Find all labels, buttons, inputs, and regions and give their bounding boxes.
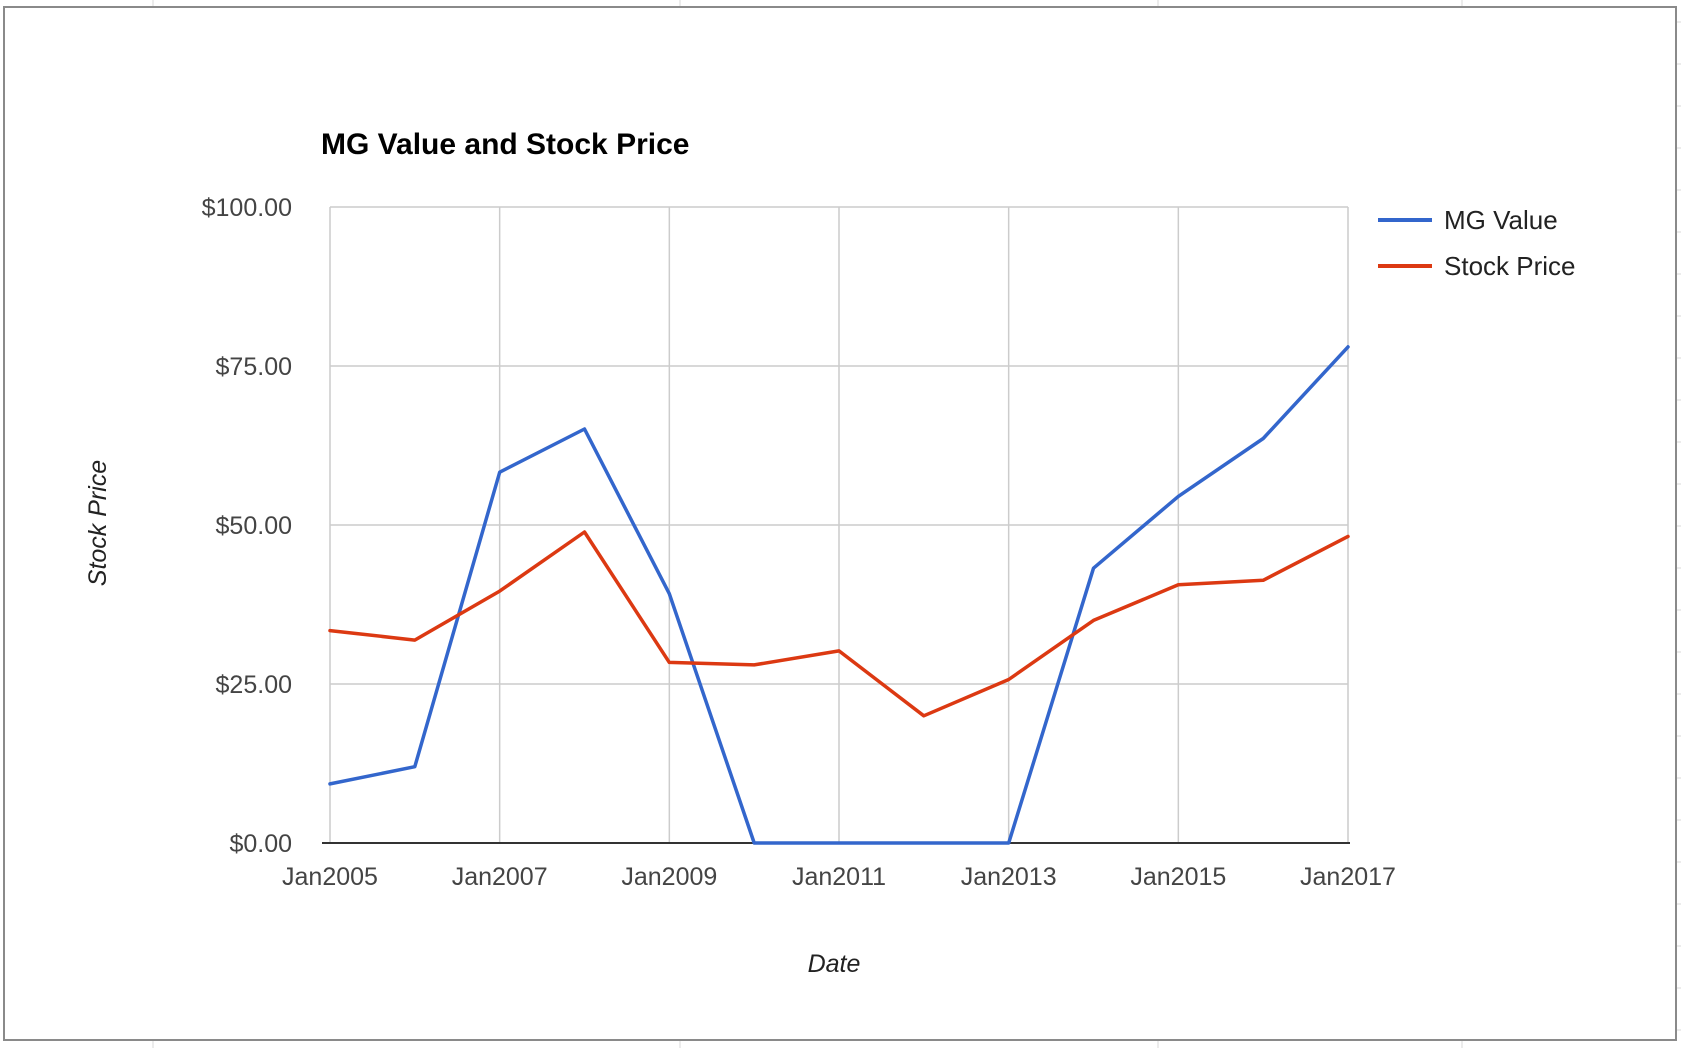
gridlines (329, 206, 1349, 843)
x-axis-title: Date (808, 950, 861, 978)
series-lines (328, 345, 1350, 845)
y-tick-label: $25.00 (216, 671, 292, 699)
x-tick-label: Jan2015 (1130, 863, 1226, 891)
x-tick-label: Jan2017 (1300, 863, 1396, 891)
chart-title: MG Value and Stock Price (321, 128, 689, 161)
y-tick-label: $75.00 (216, 353, 292, 381)
y-axis-title: Stock Price (84, 460, 112, 586)
legend: MG Value Stock Price (1378, 205, 1576, 281)
x-tick-label: Jan2011 (792, 863, 886, 891)
x-tick-label: Jan2007 (452, 863, 548, 891)
legend-label[interactable]: MG Value (1444, 205, 1558, 235)
x-tick-label: Jan2009 (621, 863, 717, 891)
series-line-stock-price[interactable] (328, 530, 1350, 718)
y-tick-label: $100.00 (202, 194, 292, 222)
x-tick-label: Jan2013 (961, 863, 1057, 891)
axes: $0.00 $25.00 $50.00 $75.00 $100.00 Jan2005 Jan… (202, 194, 1396, 891)
y-tick-label: $0.00 (229, 830, 292, 858)
x-tick-label: Jan2005 (282, 863, 378, 891)
series-line-mg-value[interactable] (328, 345, 1350, 845)
chart-card[interactable] (3, 6, 1677, 1041)
legend-label[interactable]: Stock Price (1444, 251, 1576, 281)
y-tick-label: $50.00 (216, 512, 292, 540)
